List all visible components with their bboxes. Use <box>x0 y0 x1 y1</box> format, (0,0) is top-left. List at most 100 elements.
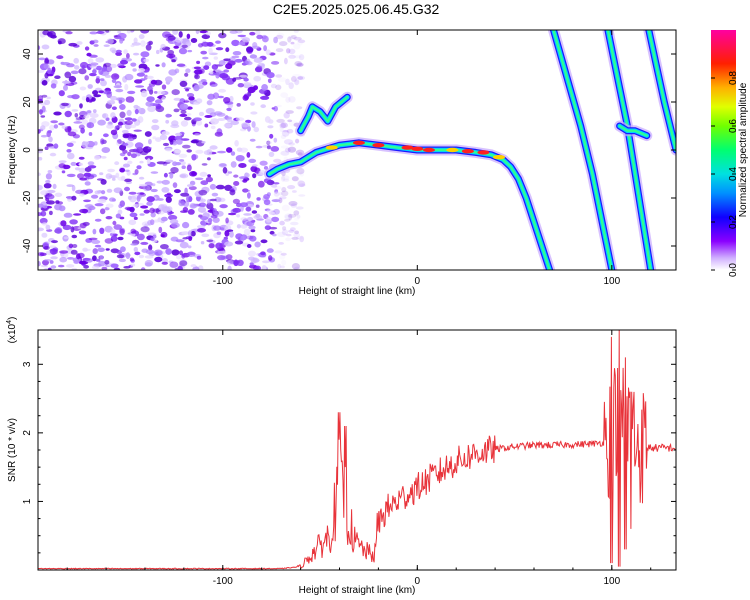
ridge-hotspot <box>411 146 424 151</box>
noise-speckle <box>165 76 173 83</box>
noise-speckle <box>106 91 112 99</box>
noise-speckle <box>105 30 110 33</box>
noise-speckle <box>140 51 150 58</box>
noise-speckle <box>285 110 294 114</box>
noise-speckle <box>187 49 193 53</box>
noise-speckle <box>291 176 299 182</box>
noise-speckle <box>84 204 94 209</box>
noise-speckle <box>129 212 138 218</box>
noise-speckle <box>277 77 287 83</box>
noise-speckle <box>233 174 239 178</box>
noise-speckle <box>180 120 189 127</box>
noise-speckle <box>280 252 287 256</box>
noise-speckle <box>40 115 46 118</box>
noise-speckle <box>198 189 208 196</box>
noise-speckle <box>285 78 290 86</box>
noise-speckle <box>42 205 48 209</box>
noise-speckle <box>211 192 219 197</box>
noise-speckle <box>263 194 270 200</box>
noise-speckle <box>139 192 145 195</box>
noise-speckle <box>60 61 65 65</box>
noise-speckle <box>293 79 301 85</box>
noise-speckle <box>40 207 48 211</box>
trace-spur <box>614 120 653 142</box>
noise-speckle <box>38 260 41 267</box>
noise-speckle <box>278 192 284 196</box>
noise-speckle <box>126 30 131 34</box>
noise-speckle <box>81 96 87 101</box>
noise-speckle <box>180 138 190 141</box>
noise-speckle <box>276 104 282 108</box>
noise-speckle <box>253 57 263 63</box>
noise-speckle <box>78 68 87 75</box>
noise-speckle <box>145 101 154 107</box>
noise-speckle <box>73 121 82 124</box>
noise-speckle <box>220 255 228 260</box>
noise-speckle <box>38 57 46 61</box>
ridge-hotspot <box>325 145 338 150</box>
noise-speckle <box>98 90 104 94</box>
noise-speckle <box>46 31 53 37</box>
noise-speckle <box>156 96 163 99</box>
noise-speckle <box>190 38 198 43</box>
noise-speckle <box>273 191 280 197</box>
noise-speckle <box>293 43 301 50</box>
noise-speckle <box>115 88 124 93</box>
noise-speckle <box>243 228 251 236</box>
noise-speckle <box>235 155 245 162</box>
noise-speckle <box>161 205 170 212</box>
noise-speckle <box>140 241 149 245</box>
noise-speckle <box>297 39 306 44</box>
ridge-hotspot <box>372 143 385 148</box>
noise-speckle <box>47 59 55 65</box>
noise-speckle <box>275 74 283 78</box>
noise-speckle <box>139 213 145 216</box>
noise-speckle <box>132 68 137 72</box>
noise-speckle <box>273 105 279 112</box>
noise-speckle <box>161 131 170 136</box>
noise-speckle <box>294 79 300 86</box>
noise-speckle <box>78 230 87 235</box>
noise-speckle <box>243 213 252 216</box>
noise-speckle <box>134 142 144 149</box>
noise-speckle <box>121 129 129 134</box>
noise-speckle <box>157 90 166 95</box>
colorbar-tick-label: 0.8 <box>728 71 739 85</box>
noise-speckle <box>271 199 281 203</box>
noise-speckle <box>99 227 105 234</box>
noise-speckle <box>123 266 131 269</box>
noise-speckle <box>202 81 208 86</box>
noise-speckle <box>251 210 258 214</box>
snr-series <box>38 330 676 570</box>
noise-speckle <box>106 38 114 45</box>
noise-speckle <box>279 41 288 47</box>
noise-speckle <box>243 189 251 192</box>
noise-speckle <box>46 96 51 100</box>
noise-speckle <box>75 189 85 194</box>
noise-speckle <box>40 134 48 138</box>
noise-speckle <box>182 221 190 229</box>
noise-speckle <box>179 103 189 110</box>
noise-speckle <box>179 250 183 256</box>
noise-speckle <box>204 123 209 128</box>
noise-speckle <box>113 267 121 270</box>
noise-speckle <box>288 54 296 59</box>
noise-speckle <box>272 233 277 237</box>
noise-speckle <box>247 217 254 221</box>
noise-speckle <box>234 58 243 63</box>
noise-speckle <box>92 228 97 235</box>
noise-speckle <box>92 69 97 74</box>
noise-speckle <box>129 257 134 262</box>
noise-speckle <box>271 61 280 65</box>
noise-speckle <box>46 200 55 205</box>
noise-speckle <box>287 185 296 190</box>
noise-speckle <box>171 222 180 228</box>
ridge-hotspot <box>401 145 414 150</box>
noise-speckle <box>293 217 300 221</box>
noise-speckle <box>195 177 204 181</box>
noise-speckle <box>38 129 41 134</box>
noise-speckle <box>281 259 287 266</box>
noise-speckle <box>234 240 244 245</box>
noise-speckle <box>164 148 173 152</box>
noise-speckle <box>127 90 136 95</box>
